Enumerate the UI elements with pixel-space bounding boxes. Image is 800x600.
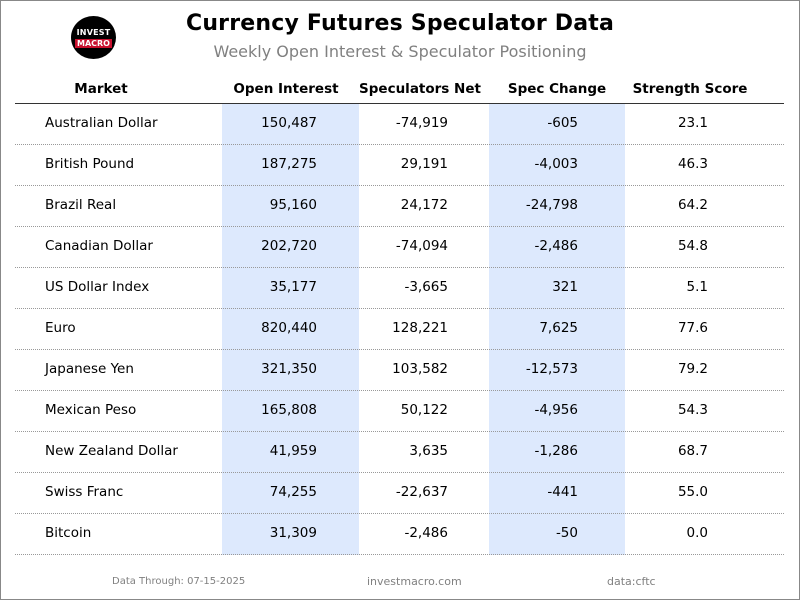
column-header-strength-score: Strength Score [632, 81, 748, 97]
strength-score-cell: 79.2 [677, 361, 708, 377]
market-cell: Bitcoin [45, 525, 92, 541]
column-header-market: Market [74, 81, 128, 97]
strength-score-cell: 55.0 [677, 484, 708, 500]
strength-score-cell: 54.3 [677, 402, 708, 418]
row-divider [15, 185, 784, 186]
table-row: US Dollar Index 35,177 -3,665 321 5.1 [0, 268, 800, 309]
column-header-spec-change: Spec Change [507, 81, 607, 97]
logo-text-macro: MACRO [75, 38, 112, 48]
footer-source: data:cftc [607, 575, 656, 588]
open-interest-cell: 187,275 [261, 156, 317, 172]
table-row: British Pound 187,275 29,191 -4,003 46.3 [0, 145, 800, 186]
speculators-net-cell: 29,191 [400, 156, 448, 172]
open-interest-cell: 31,309 [269, 525, 317, 541]
open-interest-cell: 165,808 [261, 402, 317, 418]
open-interest-cell: 820,440 [261, 320, 317, 336]
speculators-net-cell: 50,122 [400, 402, 448, 418]
open-interest-cell: 41,959 [269, 443, 317, 459]
table-row: Mexican Peso 165,808 50,122 -4,956 54.3 [0, 391, 800, 432]
strength-score-cell: 77.6 [677, 320, 708, 336]
strength-score-cell: 54.8 [677, 238, 708, 254]
strength-score-cell: 23.1 [677, 115, 708, 131]
speculators-net-cell: -74,094 [395, 238, 448, 254]
strength-score-cell: 68.7 [677, 443, 708, 459]
spec-change-cell: -605 [547, 115, 578, 131]
spec-change-cell: -2,486 [534, 238, 578, 254]
market-cell: US Dollar Index [45, 279, 150, 295]
table-row: Canadian Dollar 202,720 -74,094 -2,486 54.8 [0, 227, 800, 268]
market-cell: New Zealand Dollar [45, 443, 178, 459]
table-row: Brazil Real 95,160 24,172 -24,798 64.2 [0, 186, 800, 227]
open-interest-cell: 35,177 [269, 279, 317, 295]
speculators-net-cell: -22,637 [395, 484, 448, 500]
row-divider [15, 267, 784, 268]
strength-score-cell: 64.2 [677, 197, 708, 213]
table-row: Japanese Yen 321,350 103,582 -12,573 79.2 [0, 350, 800, 391]
market-cell: Swiss Franc [45, 484, 124, 500]
market-cell: Mexican Peso [45, 402, 137, 418]
market-cell: British Pound [45, 156, 135, 172]
table-row: Euro 820,440 128,221 7,625 77.6 [0, 309, 800, 350]
column-header-speculators-net: Speculators Net [359, 81, 481, 97]
row-divider [15, 226, 784, 227]
open-interest-cell: 202,720 [261, 238, 317, 254]
strength-score-cell: 5.1 [686, 279, 708, 295]
spec-change-cell: -24,798 [525, 197, 578, 213]
speculators-net-cell: 103,582 [392, 361, 448, 377]
strength-score-cell: 0.0 [686, 525, 708, 541]
header-divider [15, 103, 784, 104]
open-interest-cell: 95,160 [269, 197, 317, 213]
spec-change-cell: -1,286 [534, 443, 578, 459]
speculators-net-cell: 24,172 [400, 197, 448, 213]
speculators-net-cell: 128,221 [392, 320, 448, 336]
market-cell: Japanese Yen [45, 361, 134, 377]
row-divider [15, 472, 784, 473]
speculators-net-cell: -74,919 [395, 115, 448, 131]
open-interest-cell: 321,350 [261, 361, 317, 377]
footer-site: investmacro.com [367, 575, 462, 588]
open-interest-cell: 150,487 [261, 115, 317, 131]
row-divider [15, 308, 784, 309]
speculators-net-cell: -3,665 [404, 279, 448, 295]
row-divider [15, 513, 784, 514]
spec-change-cell: -12,573 [525, 361, 578, 377]
footer-date-note: Data Through: 07-15-2025 [112, 576, 246, 587]
market-cell: Canadian Dollar [45, 238, 153, 254]
table-row: Bitcoin 31,309 -2,486 -50 0.0 [0, 514, 800, 555]
spec-change-cell: -4,003 [534, 156, 578, 172]
speculators-net-cell: -2,486 [404, 525, 448, 541]
page-title: Currency Futures Speculator Data [185, 11, 615, 36]
spec-change-cell: 7,625 [539, 320, 578, 336]
spec-change-cell: 321 [552, 279, 578, 295]
investmacro-logo: INVEST MACRO [71, 16, 116, 59]
logo-text-invest: INVEST [76, 27, 111, 37]
table-row: New Zealand Dollar 41,959 3,635 -1,286 68.7 [0, 432, 800, 473]
market-cell: Australian Dollar [45, 115, 158, 131]
spec-change-cell: -441 [547, 484, 578, 500]
strength-score-cell: 46.3 [677, 156, 708, 172]
page-subtitle: Weekly Open Interest & Speculator Positi… [213, 42, 587, 61]
row-divider [15, 554, 784, 555]
open-interest-cell: 74,255 [269, 484, 317, 500]
spec-change-cell: -50 [555, 525, 578, 541]
open-interest-column-highlight [222, 104, 359, 555]
row-divider [15, 431, 784, 432]
row-divider [15, 349, 784, 350]
table-row: Australian Dollar 150,487 -74,919 -605 23.1 [0, 104, 800, 145]
spec-change-column-highlight [489, 104, 625, 555]
market-cell: Brazil Real [45, 197, 117, 213]
spec-change-cell: -4,956 [534, 402, 578, 418]
column-header-open-interest: Open Interest [233, 81, 339, 97]
row-divider [15, 390, 784, 391]
speculators-net-cell: 3,635 [409, 443, 448, 459]
table-row: Swiss Franc 74,255 -22,637 -441 55.0 [0, 473, 800, 514]
market-cell: Euro [45, 320, 76, 336]
row-divider [15, 144, 784, 145]
